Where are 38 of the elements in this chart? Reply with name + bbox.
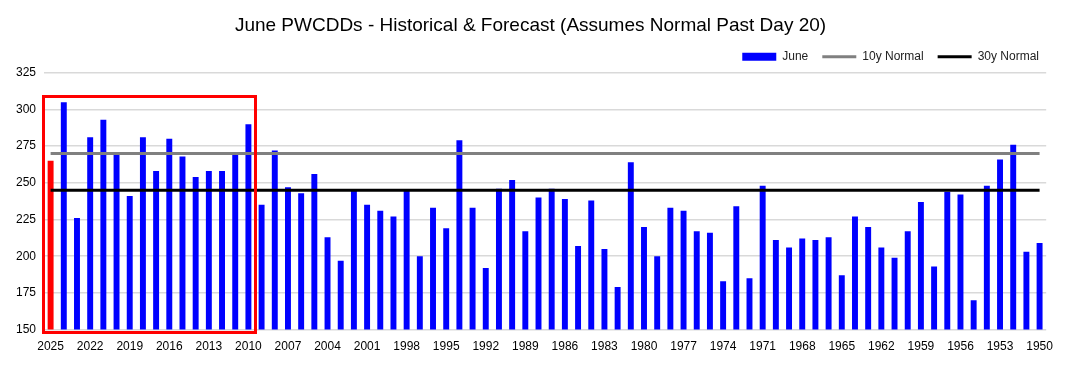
x-tick-label: 2004 — [314, 339, 342, 354]
x-tick-label: 1980 — [630, 339, 658, 354]
x-tick-label: 1965 — [828, 339, 856, 354]
x-tick-label: 1983 — [591, 339, 619, 354]
x-tick-label: 1986 — [551, 339, 579, 354]
x-tick-label: 1977 — [670, 339, 698, 354]
y-tick-label: 250 — [15, 175, 37, 190]
y-tick-label: 225 — [15, 211, 37, 226]
x-tick-label: 2007 — [274, 339, 302, 354]
chart-title: June PWCDDs - Historical & Forecast (Assumes Normal Past Day 20) — [234, 13, 827, 35]
legend-label: 30y Normal — [977, 49, 1040, 64]
x-tick-label: 1968 — [788, 339, 816, 354]
legend-label: 10y Normal — [862, 49, 924, 64]
x-tick-label: 1992 — [472, 339, 500, 354]
y-tick-label: 150 — [15, 321, 37, 336]
x-tick-label: 2022 — [76, 339, 104, 354]
x-tick-label: 2016 — [155, 339, 183, 354]
legend-label: June — [782, 49, 809, 64]
x-tick-label: 1995 — [432, 339, 460, 354]
x-tick-label: 2001 — [353, 339, 381, 354]
x-tick-label: 1953 — [986, 339, 1014, 354]
y-tick-label: 175 — [15, 285, 37, 300]
x-tick-label: 1956 — [947, 339, 975, 354]
x-tick-label: 1962 — [868, 339, 896, 354]
x-tick-label: 2025 — [37, 339, 65, 354]
x-tick-label: 1971 — [749, 339, 777, 354]
x-tick-label: 2010 — [235, 339, 263, 354]
x-tick-label: 1998 — [393, 339, 421, 354]
x-tick-label: 1959 — [907, 339, 935, 354]
x-tick-label: 2013 — [195, 339, 223, 354]
x-tick-label: 2019 — [116, 339, 144, 354]
x-tick-label: 1974 — [709, 339, 737, 354]
x-tick-label: 1950 — [1026, 339, 1054, 354]
y-tick-label: 325 — [15, 65, 37, 80]
y-tick-label: 200 — [15, 248, 37, 263]
y-tick-label: 275 — [15, 138, 37, 153]
y-tick-label: 300 — [15, 101, 37, 116]
x-tick-label: 1989 — [511, 339, 539, 354]
